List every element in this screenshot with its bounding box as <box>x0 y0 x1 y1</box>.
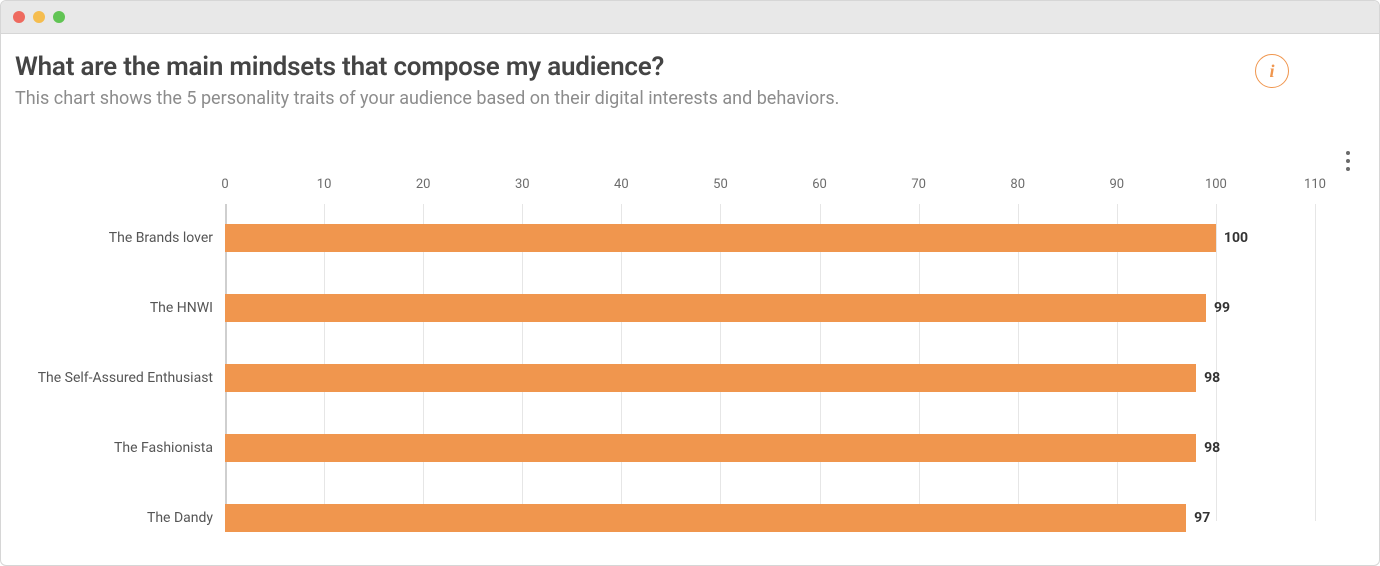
bar-fill[interactable] <box>225 434 1196 462</box>
bar-value-label: 97 <box>1194 510 1210 526</box>
page-title: What are the main mindsets that compose … <box>15 52 839 82</box>
header-row: What are the main mindsets that compose … <box>15 52 1379 109</box>
y-axis-category-label: The Dandy <box>15 510 223 526</box>
page-subtitle: This chart shows the 5 personality trait… <box>15 88 839 109</box>
x-axis-tick-label: 30 <box>515 177 530 192</box>
bar-fill[interactable] <box>225 294 1206 322</box>
x-axis-tick-label: 50 <box>713 177 728 192</box>
bar-row: 98 <box>225 364 1375 392</box>
x-axis-tick-label: 110 <box>1304 177 1326 192</box>
x-axis-tick-label: 0 <box>221 177 228 192</box>
y-axis-category-label: The Self-Assured Enthusiast <box>15 370 223 386</box>
x-axis-tick-label: 80 <box>1010 177 1025 192</box>
x-axis-tick-label: 20 <box>416 177 431 192</box>
x-axis-tick-label: 10 <box>317 177 332 192</box>
x-axis-tick-label: 90 <box>1110 177 1125 192</box>
bar-row: 98 <box>225 434 1375 462</box>
y-axis-category-label: The Fashionista <box>15 440 223 456</box>
x-axis-tick-label: 100 <box>1205 177 1227 192</box>
x-axis-tick-label: 70 <box>911 177 926 192</box>
bar-value-label: 98 <box>1204 370 1220 386</box>
header-text-block: What are the main mindsets that compose … <box>15 52 839 109</box>
app-window: What are the main mindsets that compose … <box>0 0 1380 566</box>
x-axis-tick-label: 40 <box>614 177 629 192</box>
x-axis-tick-label: 60 <box>812 177 827 192</box>
window-titlebar <box>1 1 1379 34</box>
bar-value-label: 98 <box>1204 440 1220 456</box>
chart-menu-button[interactable] <box>1339 149 1357 173</box>
bar-value-label: 100 <box>1224 230 1248 246</box>
traffic-light-close[interactable] <box>13 11 25 23</box>
bar-row: 97 <box>225 504 1375 532</box>
kebab-dot-icon <box>1346 151 1350 155</box>
kebab-dot-icon <box>1346 159 1350 163</box>
y-axis-category-label: The Brands lover <box>15 230 223 246</box>
bar-fill[interactable] <box>225 364 1196 392</box>
kebab-dot-icon <box>1346 167 1350 171</box>
content-area: What are the main mindsets that compose … <box>1 34 1379 109</box>
info-button[interactable]: i <box>1255 54 1289 88</box>
info-icon: i <box>1269 61 1274 82</box>
bar-fill[interactable] <box>225 224 1216 252</box>
bar-row: 100 <box>225 224 1375 252</box>
bar-value-label: 99 <box>1214 300 1230 316</box>
y-axis-category-label: The HNWI <box>15 300 223 316</box>
bar-row: 99 <box>225 294 1375 322</box>
traffic-light-zoom[interactable] <box>53 11 65 23</box>
traffic-light-minimize[interactable] <box>33 11 45 23</box>
bar-fill[interactable] <box>225 504 1186 532</box>
